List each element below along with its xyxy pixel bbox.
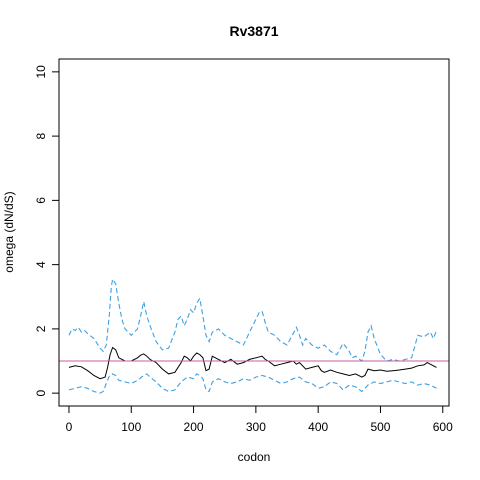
y-tick-label-6: 6 — [34, 197, 48, 204]
x-tick-label-400: 400 — [308, 420, 328, 434]
x-axis-label: codon — [238, 450, 271, 464]
x-tick-label-500: 500 — [370, 420, 390, 434]
plot-marks — [59, 277, 449, 394]
chart-title: Rv3871 — [229, 23, 278, 39]
x-tick-label-600: 600 — [433, 420, 453, 434]
y-tick-label-0: 0 — [34, 389, 48, 396]
x-tick-label-300: 300 — [246, 420, 266, 434]
x-tick-label-100: 100 — [121, 420, 141, 434]
plot-frame — [58, 58, 450, 407]
omega-bound-line-1 — [68, 277, 438, 362]
omega-bound-line-2 — [68, 373, 437, 394]
y-tick-label-2: 2 — [34, 325, 48, 332]
x-tick-label-0: 0 — [66, 420, 73, 434]
y-axis-label: omega (dN/dS) — [2, 191, 16, 272]
x-tick-label-200: 200 — [184, 420, 204, 434]
y-tick-label-8: 8 — [34, 132, 48, 139]
y-tick-label-10: 10 — [34, 65, 48, 79]
y-tick-label-4: 4 — [34, 261, 48, 268]
